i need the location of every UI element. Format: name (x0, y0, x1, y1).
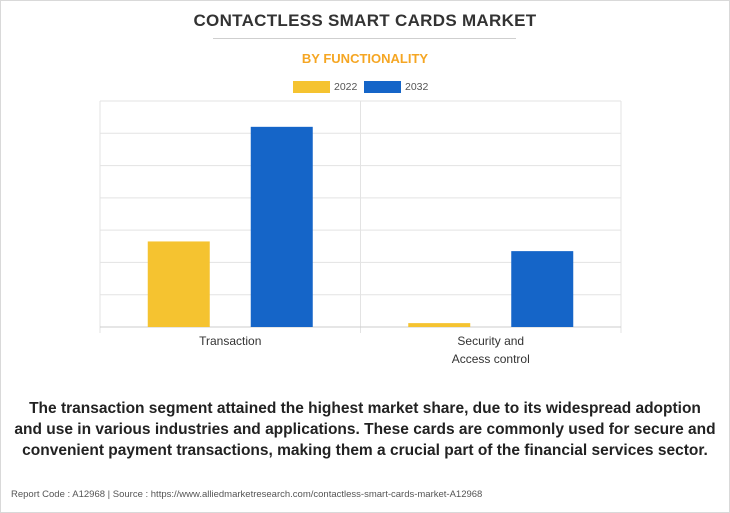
chart-title: CONTACTLESS SMART CARDS MARKET (193, 11, 537, 30)
summary-text: The transaction segment attained the hig… (14, 400, 716, 459)
source-footer: Report Code : A12968 | Source : https://… (11, 489, 483, 500)
bar-chart: Transaction Security and Access control (99, 100, 622, 366)
legend-swatch-2032 (364, 81, 401, 93)
title-divider (213, 38, 516, 39)
legend-label-2022: 2022 (334, 81, 358, 93)
legend-label-2032: 2032 (405, 81, 429, 93)
x-tick-label-1: Security and Access control (452, 334, 530, 366)
chart-subtitle: BY FUNCTIONALITY (301, 51, 429, 66)
legend: 2022 2032 (0, 80, 730, 94)
legend-swatch-2022 (293, 81, 330, 93)
bar-2022-0 (147, 241, 210, 327)
bar-2032-0 (250, 126, 313, 327)
bar-2022-1 (408, 323, 471, 327)
x-tick-label-0: Transaction (199, 334, 261, 348)
bar-2032-1 (511, 251, 574, 327)
